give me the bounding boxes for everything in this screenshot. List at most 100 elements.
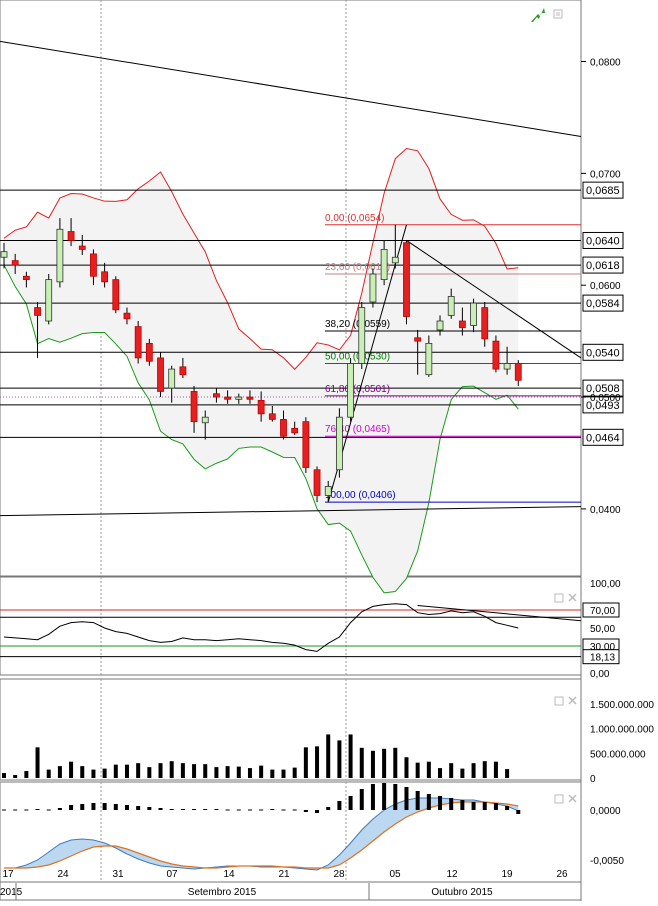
x-tick-label: 14 — [223, 869, 235, 880]
level-box — [582, 396, 624, 414]
trendline-upper — [0, 40, 582, 137]
volume-bar — [2, 773, 6, 778]
volume-bar — [482, 761, 487, 778]
level-label: 0,0508 — [586, 383, 620, 395]
volume-bar — [192, 764, 197, 778]
macd-hist-bar — [404, 787, 409, 810]
candle-down — [302, 421, 310, 468]
macd-hist-bar — [505, 806, 510, 810]
trendline-lower — [0, 506, 582, 517]
macd-signal-line — [4, 801, 519, 869]
level-box — [582, 379, 624, 397]
bollinger-band-area — [4, 148, 519, 593]
macd-hist-bar — [315, 810, 320, 813]
volume-tick-label: 1.500.000.000 — [590, 700, 654, 711]
macd-hist-bar — [471, 802, 476, 810]
y-tick-label: 0,0800 — [590, 58, 621, 69]
candle-down — [514, 363, 522, 381]
macd-hist-bar — [415, 791, 420, 810]
rsi-tick-label: 30,00 — [590, 642, 615, 653]
candle-down — [134, 326, 142, 359]
trendline-down — [406, 240, 582, 359]
volume-bar — [404, 757, 409, 778]
volume-bar — [438, 768, 443, 778]
volume-bar — [370, 750, 375, 778]
volume-bar — [91, 769, 96, 778]
volume-close-icon[interactable] — [568, 696, 577, 705]
bollinger-upper-line — [3, 148, 519, 370]
macd-hist-bar — [460, 800, 465, 810]
x-tick-label: 17 — [2, 869, 14, 880]
volume-bar — [35, 747, 40, 778]
candle-down — [22, 275, 30, 281]
macd-hist-bar — [516, 810, 521, 814]
macd-close-icon[interactable] — [568, 794, 577, 803]
candle-up — [335, 416, 343, 471]
candle-up — [380, 249, 388, 281]
macd-hist-bar — [57, 808, 62, 810]
macd-tick-label: -0,0050 — [590, 856, 624, 867]
macd-hist-bar — [136, 806, 141, 810]
volume-bar — [203, 764, 208, 778]
macd-hist-bar — [493, 803, 498, 810]
candle-up — [358, 307, 366, 364]
candle-up — [425, 342, 433, 376]
candle-down — [268, 413, 276, 420]
volume-bar — [136, 763, 141, 778]
candle-up — [235, 396, 243, 400]
candle-down — [101, 271, 109, 283]
x-tick-label: 05 — [389, 869, 401, 880]
candle-down — [123, 312, 131, 320]
candle-down — [414, 337, 422, 342]
rsi-tick-label: 50,00 — [590, 624, 615, 635]
macd-line — [4, 797, 519, 871]
macd-hist-bar — [24, 809, 29, 811]
volume-bar — [415, 762, 420, 778]
volume-bar — [348, 734, 353, 778]
candle-up — [347, 363, 354, 418]
macd-hist-bar — [259, 809, 264, 811]
macd-hist-bar — [382, 783, 387, 810]
candle-down — [492, 340, 500, 370]
level-label: 0,0493 — [586, 400, 620, 412]
macd-hist-bar — [203, 809, 208, 810]
volume-tick-label: 1.000.000.000 — [590, 725, 654, 736]
level-label: 0,0640 — [586, 235, 620, 247]
volume-bar — [225, 766, 230, 778]
bollinger-lower-line — [3, 264, 519, 594]
macd-tick-label: 0,0000 — [590, 806, 621, 817]
volume-bar — [303, 747, 308, 778]
volume-tick-label: 0 — [590, 774, 596, 785]
macd-hist-bar — [438, 796, 443, 810]
volume-maximize-icon[interactable] — [554, 696, 564, 706]
macd-hist-bar — [326, 807, 331, 810]
candle-down — [257, 400, 265, 415]
volume-bar — [326, 734, 331, 778]
fib-label: 50,00 (0,0530) — [325, 351, 390, 362]
candle-up — [45, 279, 53, 322]
fib-label: 100,00 (0,0406) — [325, 490, 396, 501]
macd-maximize-icon[interactable] — [554, 794, 564, 804]
trend-arrow-icon[interactable] — [531, 8, 545, 22]
volume-bar — [24, 771, 29, 778]
candle-down — [112, 279, 120, 311]
volume-bar — [460, 768, 465, 778]
rsi-line — [3, 603, 519, 652]
macd-hist-bar — [46, 809, 51, 811]
volume-bar — [449, 763, 454, 778]
macd-hist-bar — [247, 809, 252, 811]
rsi-tick-label: 70,00 — [590, 606, 615, 617]
volume-bar — [259, 765, 264, 778]
x-tick-label: 21 — [278, 869, 290, 880]
level-label: 0,0618 — [586, 260, 620, 272]
rsi-close-icon[interactable] — [568, 593, 577, 602]
y-tick-label: 0,0500 — [590, 393, 621, 404]
rsi-maximize-icon[interactable] — [554, 593, 564, 603]
macd-hist-bar — [482, 802, 487, 810]
macd-hist-bar — [13, 809, 18, 811]
main-maximize-icon[interactable] — [553, 9, 563, 19]
volume-bar — [102, 768, 107, 778]
x-tick-label: 24 — [57, 869, 69, 880]
volume-bar — [505, 769, 510, 778]
macd-hist-bar — [124, 805, 129, 810]
